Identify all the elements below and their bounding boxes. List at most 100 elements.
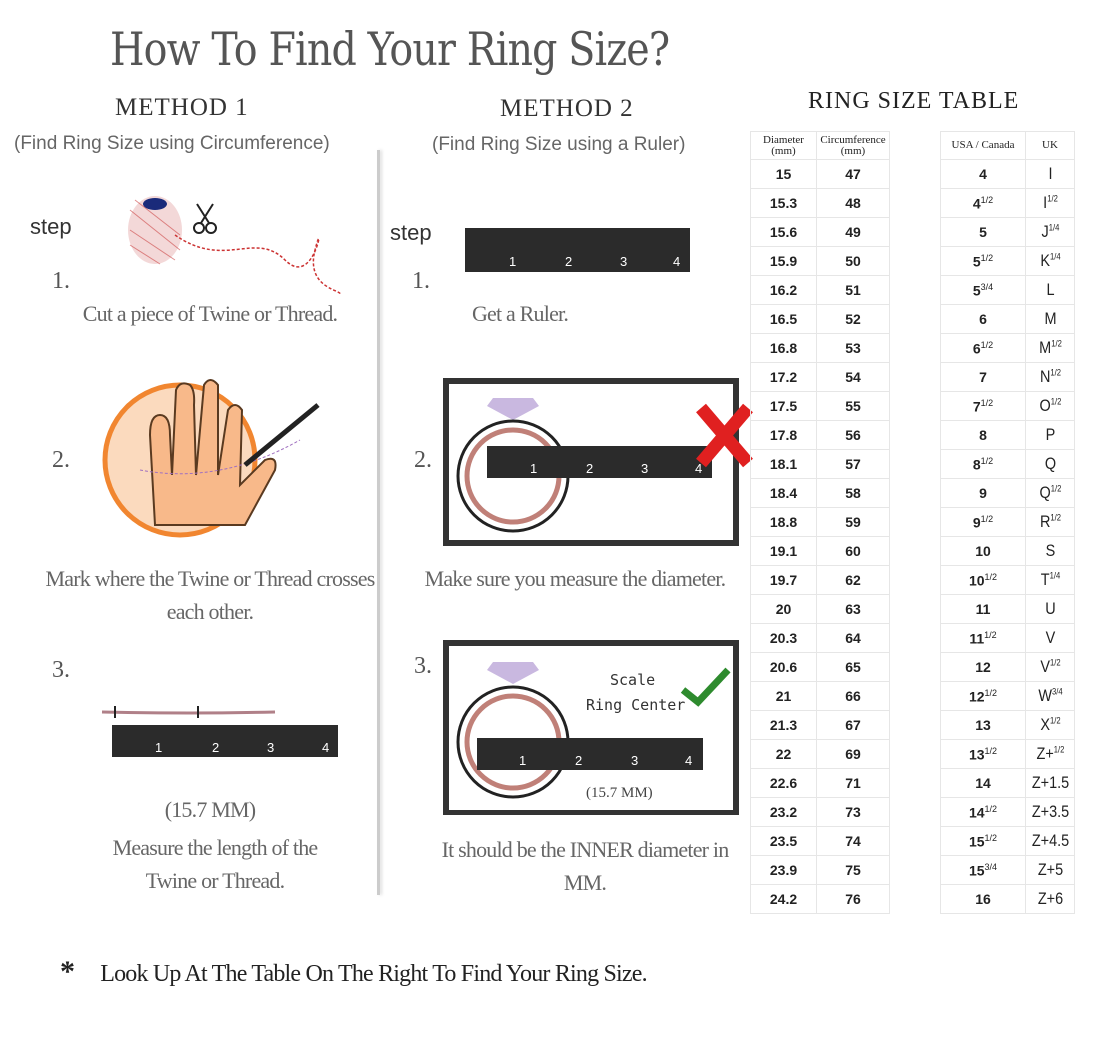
- svg-text:1: 1: [155, 740, 162, 755]
- table-row: 11 U: [940, 594, 1075, 624]
- uk-size-cell: X1/2: [1028, 710, 1072, 740]
- step-caption: Get a Ruler.: [471, 301, 569, 326]
- header-usa-canada: USA / Canada: [940, 131, 1026, 160]
- uk-size-cell: Z+3.5: [1028, 797, 1072, 827]
- step-caption: It should be the INNER diameter in MM.: [441, 837, 730, 895]
- circumference-cell: 51: [816, 275, 890, 305]
- diameter-cell: 20.3: [750, 623, 817, 653]
- table-row: 111/2 V: [940, 623, 1075, 653]
- table-row: 20.3 64: [750, 623, 890, 653]
- usa-size-cell: 7: [940, 362, 1026, 392]
- table-row: 16.2 51: [750, 275, 890, 305]
- table-row: 16.5 52: [750, 304, 890, 334]
- table-row: 16.8 53: [750, 333, 890, 363]
- table-row: 21 66: [750, 681, 890, 711]
- uk-size-cell: W3/4: [1028, 681, 1072, 711]
- header-uk: UK: [1025, 131, 1075, 160]
- diameter-cell: 16.2: [750, 275, 817, 305]
- circumference-cell: 60: [816, 536, 890, 566]
- svg-text:2: 2: [565, 254, 572, 269]
- circumference-cell: 50: [816, 246, 890, 276]
- uk-size-cell: S: [1028, 536, 1072, 566]
- svg-text:1: 1: [530, 461, 537, 476]
- usa-size-cell: 111/2: [940, 623, 1026, 653]
- usa-size-cell: 13: [940, 710, 1026, 740]
- uk-size-cell: Z+5: [1028, 855, 1072, 885]
- usa-size-cell: 16: [940, 884, 1026, 914]
- step-number: 1.: [52, 268, 70, 294]
- footnote: * Look Up At The Table On The Right To Fi…: [60, 955, 648, 989]
- size-table: USA / Canada UK 4 I 41/2 I1/2 5 J1/4 51/2 K1/4 53…: [940, 131, 1075, 914]
- table-row: 13 X1/2: [940, 710, 1075, 740]
- table-row: 131/2 Z+1/2: [940, 739, 1075, 769]
- table-row: 16 Z+6: [940, 884, 1075, 914]
- usa-size-cell: 141/2: [940, 797, 1026, 827]
- step-label: step: [390, 220, 432, 245]
- table-row: 91/2 R1/2: [940, 507, 1075, 537]
- diameter-cell: 16.8: [750, 333, 817, 363]
- diameter-cell: 23.2: [750, 797, 817, 827]
- uk-size-cell: I: [1028, 159, 1072, 189]
- table-row: 41/2 I1/2: [940, 188, 1075, 218]
- usa-size-cell: 71/2: [940, 391, 1026, 421]
- table-row: 19.1 60: [750, 536, 890, 566]
- method1-heading: METHOD 1: [115, 94, 249, 121]
- table-row: 24.2 76: [750, 884, 890, 914]
- usa-size-cell: 121/2: [940, 681, 1026, 711]
- svg-text:1: 1: [519, 753, 526, 768]
- inner-diameter-illustration: 1 2 3 4: [443, 640, 739, 815]
- diameter-cell: 18.8: [750, 507, 817, 537]
- circumference-cell: 58: [816, 478, 890, 508]
- scissors-icon: [193, 203, 217, 234]
- method1-subtitle: (Find Ring Size using Circumference): [14, 133, 330, 154]
- footnote-text: Look Up At The Table On The Right To Fin…: [100, 961, 647, 987]
- table-row: 53/4 L: [940, 275, 1075, 305]
- diameter-cell: 15.3: [750, 188, 817, 218]
- usa-size-cell: 41/2: [940, 188, 1026, 218]
- diameter-cell: 23.9: [750, 855, 817, 885]
- measure-label: (15.7 MM): [164, 797, 256, 822]
- table-row: 14 Z+1.5: [940, 768, 1075, 798]
- table-row: 20.6 65: [750, 652, 890, 682]
- diameter-cell: 19.1: [750, 536, 817, 566]
- diameter-cell: 16.5: [750, 304, 817, 334]
- uk-size-cell: K1/4: [1028, 246, 1072, 276]
- uk-size-cell: O1/2: [1028, 391, 1072, 421]
- checkmark-icon: [680, 667, 731, 707]
- svg-text:4: 4: [685, 753, 692, 768]
- svg-text:3: 3: [631, 753, 638, 768]
- table-row: 15.9 50: [750, 246, 890, 276]
- twine-and-ruler-illustration: 1 2 3 4: [101, 706, 338, 757]
- uk-size-cell: M: [1028, 304, 1072, 334]
- circumference-cell: 63: [816, 594, 890, 624]
- ruler-icon: 1 2 3 4: [477, 738, 703, 770]
- uk-size-cell: V1/2: [1028, 652, 1072, 682]
- page-title: How To Find Your Ring Size?: [110, 22, 670, 76]
- svg-text:2: 2: [586, 461, 593, 476]
- table-row: 19.7 62: [750, 565, 890, 595]
- usa-size-cell: 11: [940, 594, 1026, 624]
- step-caption: Make sure you measure the diameter.: [424, 566, 726, 591]
- uk-size-cell: Q: [1028, 449, 1072, 479]
- diameter-cell: 21: [750, 681, 817, 711]
- uk-size-cell: V: [1028, 623, 1072, 653]
- circumference-cell: 55: [816, 391, 890, 421]
- table-row: 81/2 Q: [940, 449, 1075, 479]
- uk-size-cell: T1/4: [1028, 565, 1072, 595]
- method2-subtitle: (Find Ring Size using a Ruler): [432, 134, 686, 155]
- usa-size-cell: 4: [940, 159, 1026, 189]
- usa-size-cell: 6: [940, 304, 1026, 334]
- usa-size-cell: 91/2: [940, 507, 1026, 537]
- uk-size-cell: Z+4.5: [1028, 826, 1072, 856]
- ruler-icon: 1 2 3 4: [465, 228, 690, 272]
- ring-center-label: Ring Center: [586, 696, 686, 714]
- usa-size-cell: 10: [940, 536, 1026, 566]
- svg-text:2: 2: [575, 753, 582, 768]
- diameter-cell: 23.5: [750, 826, 817, 856]
- step-number: 2.: [52, 447, 70, 473]
- table-row: 23.5 74: [750, 826, 890, 856]
- uk-size-cell: J1/4: [1028, 217, 1072, 247]
- usa-size-cell: 81/2: [940, 449, 1026, 479]
- table-row: 15.6 49: [750, 217, 890, 247]
